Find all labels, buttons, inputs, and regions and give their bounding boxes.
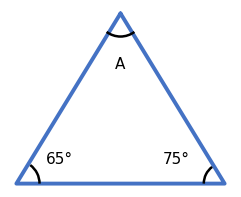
Text: 65°: 65°: [46, 151, 73, 166]
Text: 75°: 75°: [162, 151, 189, 166]
Text: A: A: [115, 57, 126, 72]
